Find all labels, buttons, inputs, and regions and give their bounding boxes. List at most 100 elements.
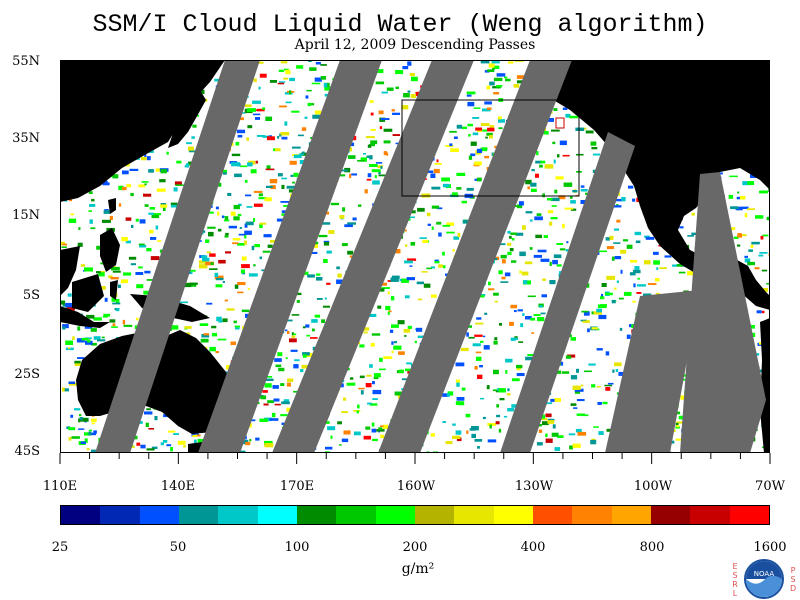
cloud-speckle xyxy=(293,333,297,336)
cloud-speckle xyxy=(484,70,490,73)
cloud-speckle xyxy=(312,114,321,119)
cloud-speckle xyxy=(81,337,89,341)
cloud-speckle xyxy=(323,82,328,88)
cloud-speckle xyxy=(545,438,553,443)
cloud-speckle xyxy=(597,304,606,309)
cloud-speckle xyxy=(540,312,546,315)
cloud-speckle xyxy=(426,267,432,270)
cloud-speckle xyxy=(367,402,373,405)
lat-label: 55N xyxy=(12,54,40,69)
cloud-speckle xyxy=(323,240,330,243)
cloud-speckle xyxy=(480,123,490,126)
cloud-speckle xyxy=(266,165,271,170)
swath-gap-3 xyxy=(272,60,474,453)
cloud-speckle xyxy=(200,338,209,343)
cloud-speckle xyxy=(402,66,409,70)
cloud-speckle xyxy=(449,143,453,147)
cloud-speckle xyxy=(401,378,409,381)
cloud-speckle xyxy=(76,338,85,343)
cloud-speckle xyxy=(138,243,145,246)
cloud-speckle xyxy=(247,162,253,167)
lon-label: 70W xyxy=(755,479,785,494)
cloud-speckle xyxy=(121,237,128,242)
cloud-speckle xyxy=(739,196,746,200)
cloud-speckle xyxy=(438,264,443,268)
cloud-speckle xyxy=(240,165,247,168)
cloud-speckle xyxy=(281,177,288,180)
cloud-speckle xyxy=(78,428,85,430)
cloud-speckle xyxy=(374,175,377,179)
cloud-speckle xyxy=(195,434,201,437)
cloud-speckle xyxy=(596,348,603,351)
cloud-speckle xyxy=(539,164,543,168)
cloud-speckle xyxy=(380,434,385,439)
cloud-speckle xyxy=(740,206,749,209)
cloud-speckle xyxy=(472,343,481,347)
cloud-speckle xyxy=(621,197,626,202)
cloud-speckle xyxy=(363,331,368,334)
cloud-speckle xyxy=(207,226,216,229)
land-taiwan xyxy=(108,198,116,214)
cloud-speckle xyxy=(409,73,415,77)
cloud-speckle xyxy=(458,401,465,406)
cloud-speckle xyxy=(284,92,293,95)
cloud-speckle xyxy=(324,297,327,300)
cloud-speckle xyxy=(519,270,522,274)
cloud-speckle xyxy=(537,249,547,253)
cloud-speckle xyxy=(417,335,425,338)
cloud-speckle xyxy=(381,91,388,94)
colorbar-swatch xyxy=(178,506,219,524)
cloud-speckle xyxy=(446,393,450,397)
cloud-speckle xyxy=(149,207,155,210)
cloud-speckle xyxy=(562,154,570,157)
cloud-speckle xyxy=(264,197,272,202)
cloud-speckle xyxy=(238,450,246,453)
cloud-speckle xyxy=(379,357,383,362)
cloud-speckle xyxy=(222,215,226,218)
cloud-speckle xyxy=(543,235,548,238)
cloud-speckle xyxy=(144,411,153,415)
cloud-speckle xyxy=(285,69,291,75)
cloud-speckle xyxy=(370,342,375,347)
cloud-speckle xyxy=(678,415,684,420)
cloud-speckle xyxy=(302,151,305,154)
cloud-speckle xyxy=(275,148,281,152)
cloud-speckle xyxy=(121,186,127,191)
cloud-speckle xyxy=(426,212,431,217)
cloud-speckle xyxy=(744,258,751,263)
cloud-speckle xyxy=(74,408,81,411)
cloud-speckle xyxy=(93,336,101,340)
cloud-speckle xyxy=(146,156,151,161)
cloud-speckle xyxy=(761,269,768,272)
cloud-speckle xyxy=(253,109,262,112)
land-tasmania xyxy=(188,442,202,453)
cloud-speckle xyxy=(233,320,237,324)
cloud-speckle xyxy=(286,407,292,412)
cloud-speckle xyxy=(487,127,495,132)
cloud-speckle xyxy=(89,219,93,224)
cloud-speckle xyxy=(489,125,495,129)
cloud-speckle xyxy=(554,370,562,374)
cloud-speckle xyxy=(235,141,240,146)
cloud-speckle xyxy=(320,64,327,66)
cloud-speckle xyxy=(744,255,748,258)
cloud-speckle xyxy=(70,414,74,418)
cloud-speckle xyxy=(509,235,512,239)
cloud-speckle xyxy=(626,244,633,249)
cloud-speckle xyxy=(427,170,434,173)
cloud-speckle xyxy=(146,408,151,411)
cloud-speckle xyxy=(160,204,168,208)
cloud-speckle xyxy=(359,375,365,379)
cloud-speckle xyxy=(379,282,388,286)
no-data-swaths xyxy=(95,60,766,453)
cloud-speckle xyxy=(217,182,222,187)
cloud-speckle xyxy=(436,159,439,163)
cloud-speckle xyxy=(570,208,577,211)
colorbar-swatch xyxy=(690,506,730,524)
cloud-speckle xyxy=(393,345,402,350)
cloud-speckle xyxy=(293,390,301,393)
cloud-speckle xyxy=(198,264,208,269)
cloud-speckle xyxy=(154,416,158,421)
cloud-speckle xyxy=(227,192,232,196)
cloud-speckle xyxy=(748,249,753,252)
